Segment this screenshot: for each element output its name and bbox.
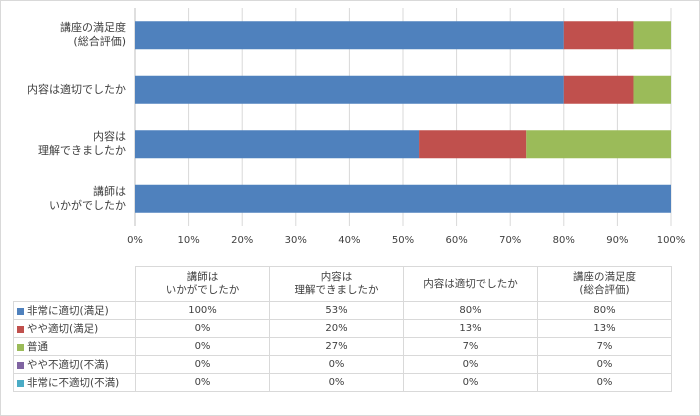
series-name: やや適切(満足) bbox=[27, 323, 99, 335]
series-name-cell: やや不適切(不満) bbox=[13, 355, 136, 374]
x-tick-label: 70% bbox=[499, 235, 521, 246]
table-column-header: 講師は いかがでしたか bbox=[135, 266, 270, 302]
x-tick-label: 0% bbox=[127, 235, 143, 246]
series-name-cell: 非常に適切(満足) bbox=[13, 301, 136, 320]
table-cell: 0% bbox=[135, 319, 270, 338]
bar-segment bbox=[563, 75, 634, 104]
table-cell: 80% bbox=[403, 301, 538, 320]
table-row: やや適切(満足) 0% 20% 13% 13% bbox=[13, 319, 672, 338]
table-cell: 13% bbox=[537, 319, 672, 338]
table-cell: 0% bbox=[537, 355, 672, 374]
legend-swatch bbox=[17, 307, 24, 315]
table-cell: 0% bbox=[269, 355, 404, 374]
series-name-cell: 非常に不適切(不満) bbox=[13, 373, 136, 392]
table-row: やや不適切(不満) 0% 0% 0% 0% bbox=[13, 355, 672, 374]
category-label: 内容は 理解できましたか bbox=[38, 130, 126, 158]
table-row: 普通 0% 27% 7% 7% bbox=[13, 337, 672, 356]
x-tick-label: 40% bbox=[338, 235, 360, 246]
table-cell: 80% bbox=[537, 301, 672, 320]
x-tick-label: 60% bbox=[445, 235, 467, 246]
table-cell: 0% bbox=[403, 355, 538, 374]
legend-swatch bbox=[17, 379, 24, 387]
table-cell: 27% bbox=[269, 337, 404, 356]
series-name: 非常に不適切(不満) bbox=[27, 377, 120, 389]
table-cell: 0% bbox=[537, 373, 672, 392]
bar-segment bbox=[135, 130, 420, 159]
table-cell: 0% bbox=[135, 373, 270, 392]
bar-segment bbox=[526, 130, 671, 159]
table-cell: 0% bbox=[269, 373, 404, 392]
legend-swatch bbox=[17, 343, 24, 351]
table-row: 非常に不適切(不満) 0% 0% 0% 0% bbox=[13, 373, 672, 392]
bar-segment bbox=[135, 75, 564, 104]
x-tick-label: 80% bbox=[553, 235, 575, 246]
category-label: 内容は適切でしたか bbox=[27, 82, 126, 96]
table-row: 非常に適切(満足) 100% 53% 80% 80% bbox=[13, 301, 672, 320]
bar-segment bbox=[633, 75, 671, 104]
table-cell: 100% bbox=[135, 301, 270, 320]
x-tick-label: 10% bbox=[177, 235, 199, 246]
series-name: 普通 bbox=[27, 341, 48, 353]
table-corner bbox=[13, 266, 136, 302]
table-column-header: 内容は適切でしたか bbox=[403, 266, 538, 302]
bar-segment bbox=[419, 130, 527, 159]
bar-segment bbox=[633, 21, 671, 50]
table-cell: 20% bbox=[269, 319, 404, 338]
table-column-header: 内容は 理解できましたか bbox=[269, 266, 404, 302]
category-label: 講座の満足度 (総合評価) bbox=[60, 21, 126, 49]
legend-swatch bbox=[17, 361, 24, 369]
x-tick-label: 20% bbox=[231, 235, 253, 246]
table-cell: 13% bbox=[403, 319, 538, 338]
legend-swatch bbox=[17, 325, 24, 333]
category-label: 講師は いかがでしたか bbox=[49, 184, 126, 212]
series-name-cell: やや適切(満足) bbox=[13, 319, 136, 338]
bar-segment bbox=[135, 184, 671, 213]
table-cell: 0% bbox=[135, 337, 270, 356]
table-cell: 0% bbox=[403, 373, 538, 392]
table-cell: 7% bbox=[537, 337, 672, 356]
series-name-cell: 普通 bbox=[13, 337, 136, 356]
x-tick-label: 30% bbox=[285, 235, 307, 246]
bar-segment bbox=[563, 21, 634, 50]
table-column-header: 講座の満足度 (総合評価) bbox=[537, 266, 672, 302]
x-tick-label: 100% bbox=[657, 235, 686, 246]
series-name: 非常に適切(満足) bbox=[27, 305, 109, 317]
bar-segment bbox=[135, 21, 564, 50]
table-cell: 7% bbox=[403, 337, 538, 356]
chart-plot: 0% 10% 20% 30% 40% 50% 60% 70% 80% 90% 100% bbox=[127, 8, 686, 246]
table-cell: 0% bbox=[135, 355, 270, 374]
series-name: やや不適切(不満) bbox=[27, 359, 109, 371]
data-table: 講師は いかがでしたか 内容は 理解できましたか 内容は適切でしたか 講座の満足度 (… bbox=[13, 266, 672, 392]
table-cell: 53% bbox=[269, 301, 404, 320]
x-tick-label: 90% bbox=[606, 235, 628, 246]
x-tick-label: 50% bbox=[392, 235, 414, 246]
